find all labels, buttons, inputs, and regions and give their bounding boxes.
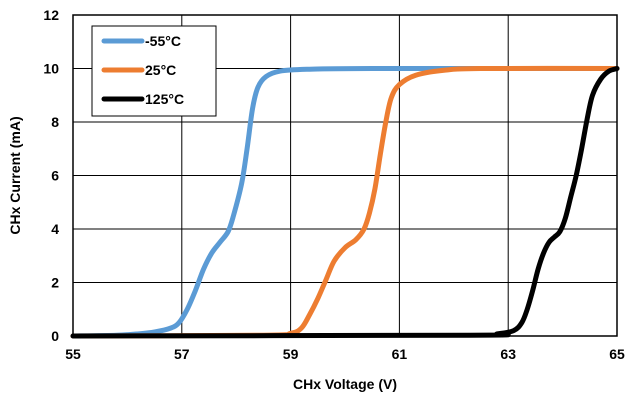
x-tick-label: 63 bbox=[500, 346, 516, 362]
y-axis-title: CHx Current (mA) bbox=[7, 116, 23, 234]
legend-label-2: 25°C bbox=[145, 62, 176, 78]
legend-label-1: -55°C bbox=[145, 33, 181, 49]
x-tick-label: 61 bbox=[392, 346, 408, 362]
plot-area-frame bbox=[72, 14, 618, 337]
series-line-1 bbox=[70, 65, 620, 339]
y-tick-label: 4 bbox=[51, 221, 59, 237]
y-tick-label: 6 bbox=[51, 168, 59, 184]
x-tick-label: 55 bbox=[65, 346, 81, 362]
y-tick-label: 10 bbox=[43, 61, 59, 77]
legend-items: -55°C 25°C 125°C bbox=[101, 33, 184, 107]
x-tick-label: 59 bbox=[283, 346, 299, 362]
series-line-3 bbox=[70, 66, 620, 339]
y-tick-label: 0 bbox=[51, 328, 59, 344]
x-tick-label: 65 bbox=[609, 346, 625, 362]
x-axis-title: CHx Voltage (V) bbox=[293, 376, 397, 392]
legend: -55°C 25°C 125°C bbox=[91, 25, 217, 117]
y-tick-label: 12 bbox=[43, 7, 59, 23]
legend-label-3: 125°C bbox=[145, 91, 184, 107]
series-line-2 bbox=[70, 65, 620, 339]
y-tick-label: 2 bbox=[51, 275, 59, 291]
y-tick-label: 8 bbox=[51, 114, 59, 130]
x-tick-label: 57 bbox=[174, 346, 190, 362]
series-lines bbox=[70, 65, 620, 339]
tick-labels: 55 57 59 61 63 65 0 2 4 6 8 10 12 bbox=[43, 7, 625, 362]
